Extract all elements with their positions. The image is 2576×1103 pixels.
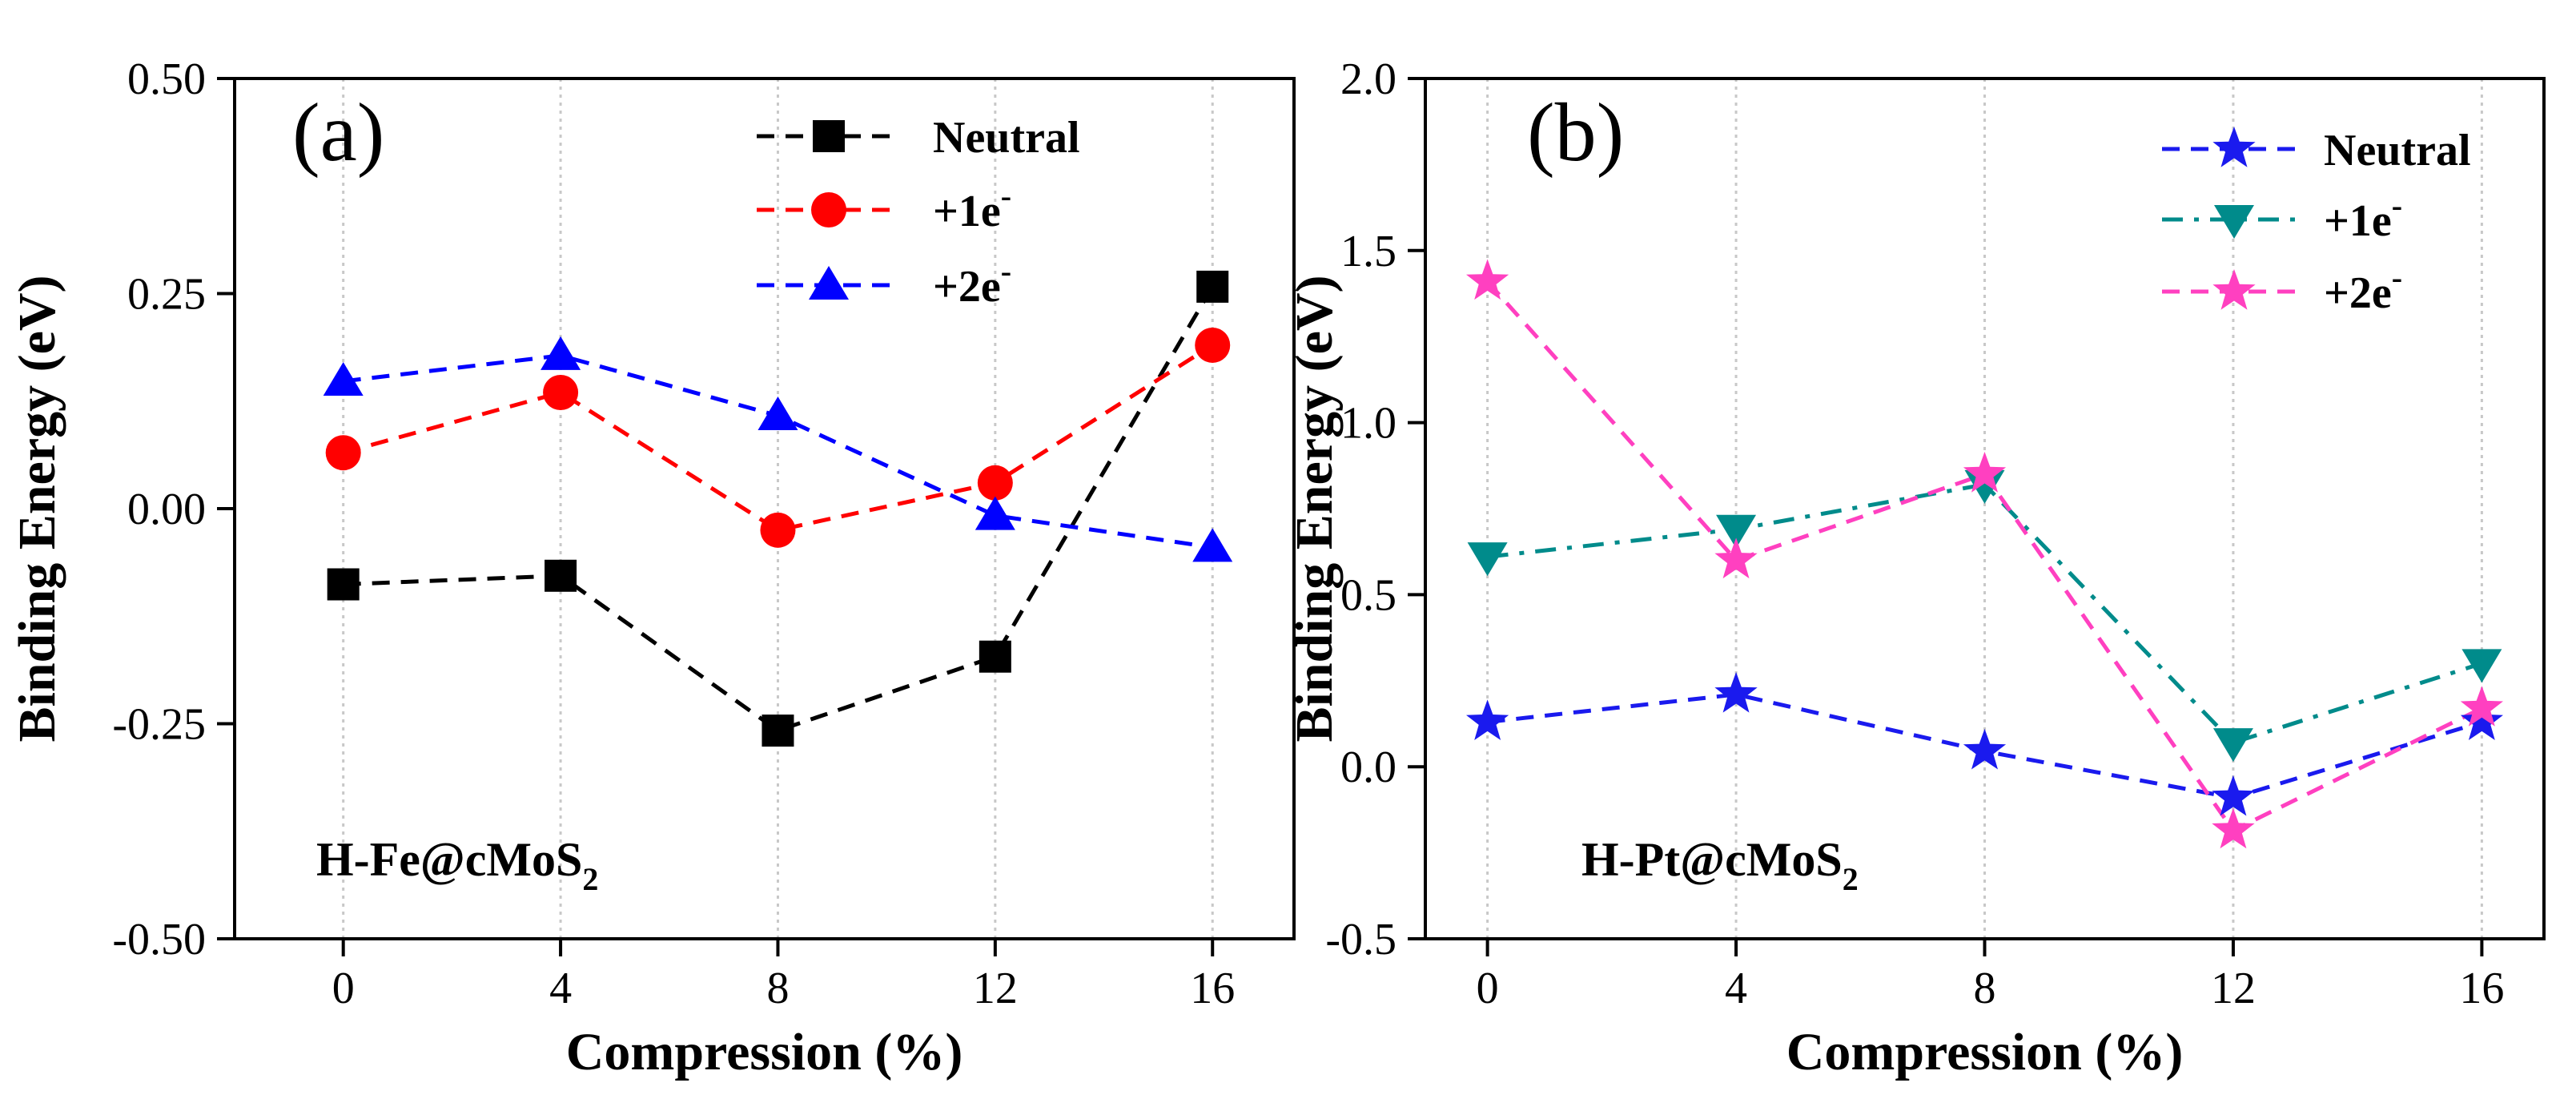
series-line-1e	[343, 343, 1214, 533]
legend-marker	[809, 266, 849, 300]
data-point	[1714, 537, 1758, 579]
data-point	[1964, 469, 2005, 504]
x-tick-label: 4	[549, 964, 572, 1013]
x-tick-label: 8	[766, 964, 789, 1013]
data-point	[2212, 728, 2253, 763]
material-annotation: H-Pt@cMoS2	[1581, 833, 1859, 897]
data-point	[979, 640, 1011, 673]
panel-label: (a)	[292, 87, 384, 179]
x-tick-label: 16	[2459, 964, 2504, 1013]
plot-frame	[233, 77, 1296, 940]
data-point	[323, 362, 364, 397]
legend-marker	[811, 192, 846, 227]
y-tick-label: -0.25	[112, 700, 206, 750]
data-point	[1716, 514, 1757, 549]
legend-marker	[2214, 205, 2254, 239]
data-point	[2212, 807, 2255, 849]
data-point	[1963, 452, 2007, 493]
x-tick-label: 0	[1477, 964, 1499, 1013]
y-tick-label: 0.25	[127, 270, 206, 320]
legend-label: +2e-	[2324, 260, 2402, 318]
data-point	[545, 559, 577, 592]
data-point	[1195, 327, 1231, 363]
panel-a: 0 4 8 12 16 -0.50 -0.25 0.00 0.25 0.50 Compression…	[8, 54, 1296, 1081]
y-tick-label: 2.0	[1340, 54, 1397, 104]
x-tick-label: 0	[332, 964, 355, 1013]
data-point	[758, 397, 798, 431]
material-annotation: H-Fe@cMoS2	[316, 833, 598, 897]
legend-marker	[2212, 127, 2256, 167]
y-tick-label: 1.0	[1340, 399, 1397, 449]
y-tick-label: 0.00	[127, 485, 206, 534]
data-point	[327, 568, 360, 601]
data-point	[762, 715, 794, 747]
data-point	[1196, 270, 1229, 303]
legend-label: Neutral	[2324, 126, 2471, 175]
x-tick-label: 12	[2211, 964, 2256, 1013]
y-tick-label: 1.5	[1340, 227, 1397, 276]
data-point	[2461, 649, 2502, 683]
x-tick-label: 8	[1974, 964, 1996, 1013]
data-point	[2212, 775, 2255, 816]
legend-marker	[813, 120, 845, 152]
legend-label: Neutral	[933, 113, 1080, 163]
x-tick-label: 12	[973, 964, 1018, 1013]
y-tick-label: -0.5	[1325, 915, 1397, 964]
data-point	[1714, 672, 1758, 713]
data-point	[2460, 699, 2503, 740]
data-point	[1466, 259, 1509, 300]
x-tick-label: 4	[1725, 964, 1747, 1013]
legend-label: +1e-	[2324, 187, 2402, 246]
data-point	[1963, 728, 2007, 770]
legend-label: +1e-	[933, 178, 1011, 236]
panel-label: (b)	[1527, 87, 1624, 179]
x-axis-title: Compression (%)	[1786, 1023, 2184, 1081]
data-point	[1466, 699, 1509, 740]
data-point	[541, 336, 581, 370]
data-point	[977, 465, 1013, 501]
y-tick-label: 0.0	[1340, 743, 1397, 792]
legend-label: +2e-	[933, 253, 1011, 312]
series-line-neutral	[343, 285, 1215, 733]
y-axis-title: Binding Energy (eV)	[8, 275, 66, 742]
data-point	[543, 375, 579, 411]
data-point	[1467, 542, 1508, 577]
y-tick-label: -0.50	[112, 915, 206, 964]
data-point	[325, 435, 361, 471]
x-tick-label: 16	[1190, 964, 1235, 1013]
series-line-1e	[1487, 482, 2483, 745]
y-tick-label: 0.50	[127, 54, 206, 104]
panel-b: 0 4 8 12 16 -0.5 0.0 0.5 1.0 1.5 2.0 Compression (%…	[1285, 54, 2546, 1081]
data-point	[2460, 686, 2503, 727]
y-axis-title: Binding Energy (eV)	[1285, 275, 1344, 742]
x-axis-title: Compression (%)	[566, 1023, 963, 1081]
data-point	[975, 496, 1015, 530]
data-point	[1192, 528, 1233, 562]
legend-marker	[2212, 269, 2256, 310]
y-tick-label: 0.5	[1340, 570, 1397, 620]
data-point	[760, 512, 796, 548]
